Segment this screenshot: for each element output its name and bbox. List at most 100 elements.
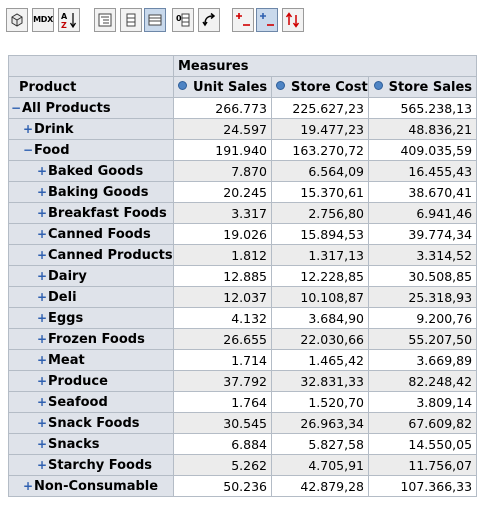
row-label: Non-Consumable bbox=[34, 478, 159, 494]
row-header[interactable]: +Canned Products bbox=[8, 244, 174, 266]
row-header[interactable]: +Breakfast Foods bbox=[8, 202, 174, 224]
suppress-empty-button[interactable]: 0 bbox=[172, 8, 194, 32]
row-label: Deli bbox=[48, 289, 77, 305]
collapse-icon[interactable]: − bbox=[11, 100, 22, 115]
collapse-icon[interactable]: − bbox=[23, 142, 34, 157]
drill-member-icon bbox=[234, 11, 252, 29]
table-row: +Frozen Foods 26.655 22.030,66 55.207,50 bbox=[8, 328, 478, 350]
value-cell: 30.508,85 bbox=[367, 265, 478, 287]
value-cell: 22.030,66 bbox=[271, 328, 369, 350]
value-cell: 6.941,46 bbox=[367, 202, 478, 224]
row-header[interactable]: +Frozen Foods bbox=[8, 328, 174, 350]
expand-icon[interactable]: + bbox=[23, 478, 34, 493]
expand-icon[interactable]: + bbox=[37, 247, 48, 262]
row-header[interactable]: +Baking Goods bbox=[8, 181, 174, 203]
sort-icon[interactable] bbox=[276, 80, 285, 90]
table-row: +Dairy 12.885 12.228,85 30.508,85 bbox=[8, 265, 478, 287]
row-header[interactable]: −Food bbox=[8, 139, 174, 161]
row-label: Drink bbox=[34, 121, 74, 137]
value-cell: 4.705,91 bbox=[271, 454, 369, 476]
table-row: +Baked Goods 7.870 6.564,09 16.455,43 bbox=[8, 160, 478, 182]
table-row: +Eggs 4.132 3.684,90 9.200,76 bbox=[8, 307, 478, 329]
cube-navigator-button[interactable] bbox=[6, 8, 28, 32]
row-header[interactable]: +Produce bbox=[8, 370, 174, 392]
mdx-button[interactable]: MDX bbox=[32, 8, 54, 32]
value-cell: 4.132 bbox=[173, 307, 272, 329]
value-cell: 5.262 bbox=[173, 454, 272, 476]
expand-icon[interactable]: + bbox=[37, 394, 48, 409]
value-cell: 12.228,85 bbox=[271, 265, 369, 287]
value-cell: 1.317,13 bbox=[271, 244, 369, 266]
expand-icon[interactable]: + bbox=[37, 163, 48, 178]
row-header[interactable]: +Snacks bbox=[8, 433, 174, 455]
column-header-label: Store Sales bbox=[388, 79, 473, 95]
value-cell: 67.609,82 bbox=[367, 412, 478, 434]
value-cell: 5.827,58 bbox=[271, 433, 369, 455]
value-cell: 3.684,90 bbox=[271, 307, 369, 329]
row-label: Starchy Foods bbox=[48, 457, 152, 473]
table-row: +Snack Foods 30.545 26.963,34 67.609,82 bbox=[8, 412, 478, 434]
row-header[interactable]: +Starchy Foods bbox=[8, 454, 174, 476]
value-cell: 15.370,61 bbox=[271, 181, 369, 203]
value-cell: 19.026 bbox=[173, 223, 272, 245]
column-header-label: Unit Sales bbox=[193, 79, 268, 95]
value-cell: 15.894,53 bbox=[271, 223, 369, 245]
value-cell: 12.885 bbox=[173, 265, 272, 287]
row-header[interactable]: +Canned Foods bbox=[8, 223, 174, 245]
table-row: +Breakfast Foods 3.317 2.756,80 6.941,46 bbox=[8, 202, 478, 224]
row-label: Baking Goods bbox=[48, 184, 149, 200]
column-header-store-cost[interactable]: Store Cost bbox=[271, 76, 369, 98]
expand-icon[interactable]: + bbox=[37, 436, 48, 451]
row-header[interactable]: +Deli bbox=[8, 286, 174, 308]
row-header[interactable]: +Drink bbox=[8, 118, 174, 140]
column-header-store-sales[interactable]: Store Sales bbox=[367, 76, 478, 98]
expand-icon[interactable]: + bbox=[37, 289, 48, 304]
drill-position-icon bbox=[258, 11, 276, 29]
pivot-table: Measures Product Unit Sales Store Cost S… bbox=[8, 55, 478, 497]
row-header[interactable]: +Baked Goods bbox=[8, 160, 174, 182]
table-row: +Baking Goods 20.245 15.370,61 38.670,41 bbox=[8, 181, 478, 203]
expand-icon[interactable]: + bbox=[37, 373, 48, 388]
row-header[interactable]: +Dairy bbox=[8, 265, 174, 287]
svg-text:0: 0 bbox=[176, 14, 182, 23]
row-header[interactable]: −All Products bbox=[8, 97, 174, 119]
row-header[interactable]: +Non-Consumable bbox=[8, 475, 174, 497]
row-header[interactable]: +Meat bbox=[8, 349, 174, 371]
expand-icon[interactable]: + bbox=[37, 457, 48, 472]
expand-icon[interactable]: + bbox=[37, 226, 48, 241]
row-label: Baked Goods bbox=[48, 163, 144, 179]
row-label: Dairy bbox=[48, 268, 87, 284]
expand-icon[interactable]: + bbox=[37, 352, 48, 367]
sort-icon[interactable] bbox=[178, 80, 187, 90]
value-cell: 82.248,42 bbox=[367, 370, 478, 392]
value-cell: 38.670,41 bbox=[367, 181, 478, 203]
row-header[interactable]: +Eggs bbox=[8, 307, 174, 329]
drill-through-button[interactable] bbox=[282, 8, 304, 32]
expand-icon[interactable]: + bbox=[37, 310, 48, 325]
expand-icon[interactable]: + bbox=[37, 268, 48, 283]
sort-icon[interactable] bbox=[373, 80, 383, 90]
show-parent-members-button[interactable] bbox=[94, 8, 116, 32]
row-header[interactable]: +Seafood bbox=[8, 391, 174, 413]
table-row: +Meat 1.714 1.465,42 3.669,89 bbox=[8, 349, 478, 371]
drill-through-icon bbox=[284, 11, 302, 29]
drill-member-button[interactable] bbox=[232, 8, 254, 32]
row-header[interactable]: +Snack Foods bbox=[8, 412, 174, 434]
drill-position-button[interactable] bbox=[256, 8, 278, 32]
expand-icon[interactable]: + bbox=[23, 121, 34, 136]
column-header-unit-sales[interactable]: Unit Sales bbox=[173, 76, 272, 98]
show-properties-button[interactable] bbox=[144, 8, 166, 32]
expand-icon[interactable]: + bbox=[37, 331, 48, 346]
expand-icon[interactable]: + bbox=[37, 184, 48, 199]
value-cell: 1.465,42 bbox=[271, 349, 369, 371]
table-row: −All Products 266.773 225.627,23 565.238,13 bbox=[8, 97, 478, 119]
value-cell: 37.792 bbox=[173, 370, 272, 392]
expand-icon[interactable]: + bbox=[37, 415, 48, 430]
row-label: Frozen Foods bbox=[48, 331, 145, 347]
swap-axes-button[interactable] bbox=[198, 8, 220, 32]
expand-icon[interactable]: + bbox=[37, 205, 48, 220]
row-label: Produce bbox=[48, 373, 108, 389]
hide-spans-button[interactable] bbox=[120, 8, 142, 32]
